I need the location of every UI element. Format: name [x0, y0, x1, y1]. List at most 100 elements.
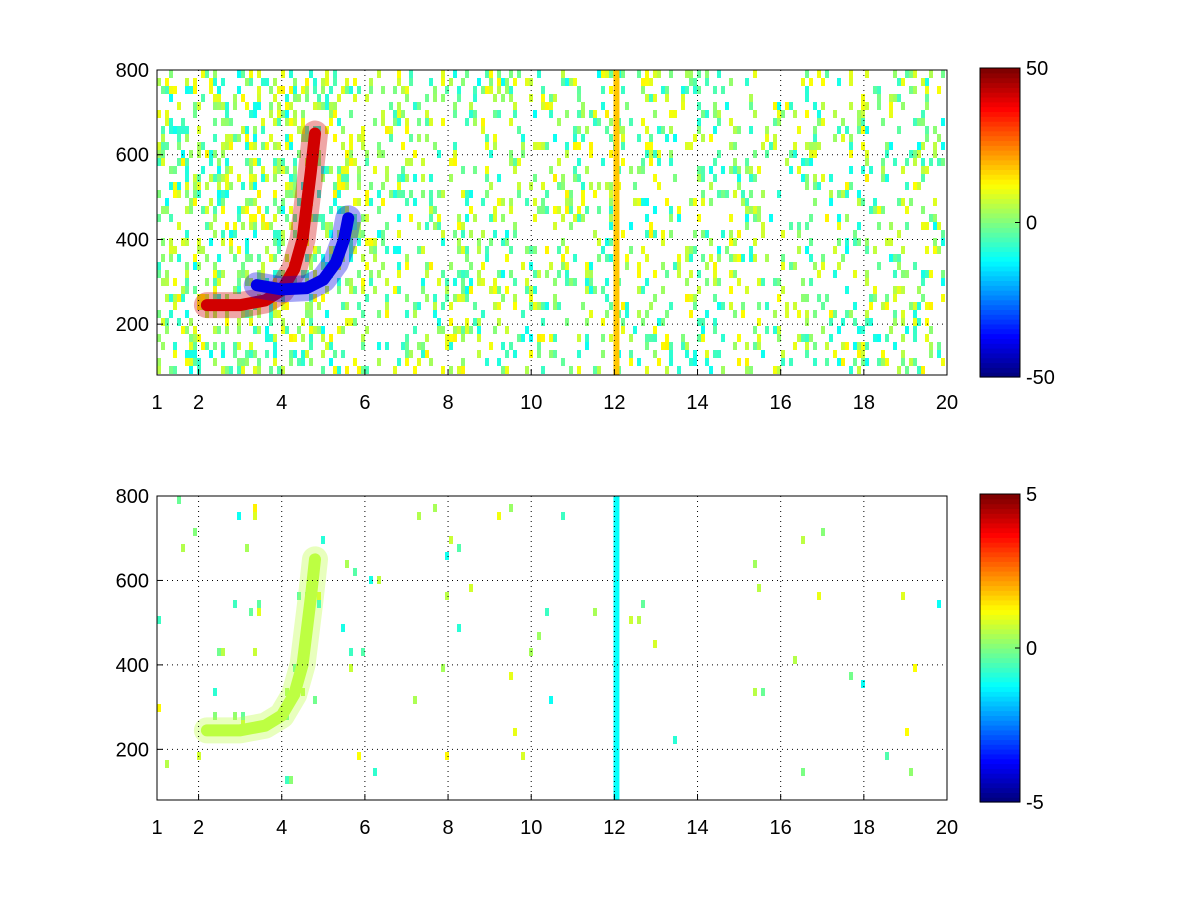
- noise-cell: [901, 78, 905, 86]
- noise-cell: [405, 198, 409, 206]
- noise-cell: [541, 366, 545, 374]
- noise-cell: [865, 126, 869, 134]
- noise-cell: [417, 302, 421, 310]
- noise-cell: [437, 222, 441, 230]
- noise-cell: [693, 86, 697, 94]
- noise-cell: [489, 86, 493, 94]
- noise-cell: [693, 230, 697, 238]
- noise-cell: [849, 166, 853, 174]
- noise-cell: [573, 254, 577, 262]
- noise-cell: [777, 190, 781, 198]
- noise-cell: [193, 358, 197, 366]
- noise-cell: [857, 342, 861, 350]
- noise-cell: [741, 198, 745, 206]
- noise-cell: [309, 326, 313, 334]
- noise-cell: [813, 134, 817, 142]
- noise-cell: [265, 78, 269, 86]
- noise-cell: [709, 198, 713, 206]
- noise-cell: [737, 334, 741, 342]
- colorbar-step: [980, 537, 1020, 543]
- noise-cell: [297, 326, 301, 334]
- noise-cell: [821, 118, 825, 126]
- colorbar-step: [980, 106, 1020, 113]
- noise-cell: [849, 366, 853, 374]
- noise-cell: [545, 102, 549, 110]
- colorbar-step: [980, 241, 1020, 248]
- noise-cell: [505, 254, 509, 262]
- noise-cell: [197, 174, 201, 182]
- noise-cell: [221, 648, 225, 656]
- colorbar-step: [980, 662, 1020, 668]
- noise-cell: [721, 334, 725, 342]
- noise-cell: [305, 350, 309, 358]
- plot-area: [157, 496, 947, 800]
- noise-cell: [749, 190, 753, 198]
- colorbar-step: [980, 96, 1020, 103]
- noise-cell: [457, 270, 461, 278]
- noise-cell: [441, 238, 445, 246]
- noise-cell: [725, 102, 729, 110]
- noise-cell: [345, 560, 349, 568]
- colorbar-step: [980, 101, 1020, 108]
- noise-cell: [417, 358, 421, 366]
- noise-cell: [509, 270, 513, 278]
- noise-cell: [289, 86, 293, 94]
- noise-cell: [929, 302, 933, 310]
- noise-cell: [353, 222, 357, 230]
- noise-cell: [397, 78, 401, 86]
- noise-cell: [189, 334, 193, 342]
- noise-cell: [669, 110, 673, 118]
- noise-cell: [817, 142, 821, 150]
- noise-cell: [157, 310, 161, 318]
- noise-cell: [877, 222, 881, 230]
- noise-cell: [493, 286, 497, 294]
- noise-cell: [413, 174, 417, 182]
- noise-cell: [501, 366, 505, 374]
- noise-cell: [557, 206, 561, 214]
- noise-cell: [369, 86, 373, 94]
- noise-cell: [345, 174, 349, 182]
- noise-cell: [561, 358, 565, 366]
- noise-cell: [829, 190, 833, 198]
- noise-cell: [649, 94, 653, 102]
- noise-cell: [805, 310, 809, 318]
- colorbar: -505: [979, 484, 1044, 814]
- noise-cell: [253, 350, 257, 358]
- noise-cell: [201, 142, 205, 150]
- noise-cell: [697, 214, 701, 222]
- colorbar-step: [980, 130, 1020, 137]
- noise-cell: [185, 278, 189, 286]
- noise-cell: [593, 190, 597, 198]
- noise-cell: [645, 254, 649, 262]
- noise-cell: [921, 110, 925, 118]
- noise-cell: [573, 166, 577, 174]
- noise-cell: [337, 326, 341, 334]
- noise-cell: [933, 126, 937, 134]
- noise-cell: [273, 78, 277, 86]
- noise-cell: [265, 206, 269, 214]
- noise-cell: [325, 102, 329, 110]
- x-tick-label: 16: [770, 817, 792, 839]
- noise-cell: [665, 342, 669, 350]
- noise-cell: [429, 174, 433, 182]
- noise-cell: [893, 254, 897, 262]
- noise-cell: [293, 214, 297, 222]
- noise-cell: [809, 214, 813, 222]
- noise-cell: [201, 70, 205, 78]
- noise-cell: [625, 310, 629, 318]
- noise-cell: [585, 278, 589, 286]
- noise-cell: [585, 342, 589, 350]
- noise-cell: [497, 174, 501, 182]
- noise-cell: [313, 214, 317, 222]
- noise-cell: [357, 238, 361, 246]
- noise-cell: [165, 326, 169, 334]
- noise-cell: [217, 86, 221, 94]
- noise-cell: [237, 366, 241, 374]
- colorbar-step: [980, 140, 1020, 146]
- x-tick-label: 1: [151, 392, 162, 414]
- colorbar-step: [980, 275, 1020, 282]
- noise-cell: [861, 326, 865, 334]
- noise-cell: [897, 94, 901, 102]
- noise-cell: [701, 190, 705, 198]
- noise-cell: [405, 254, 409, 262]
